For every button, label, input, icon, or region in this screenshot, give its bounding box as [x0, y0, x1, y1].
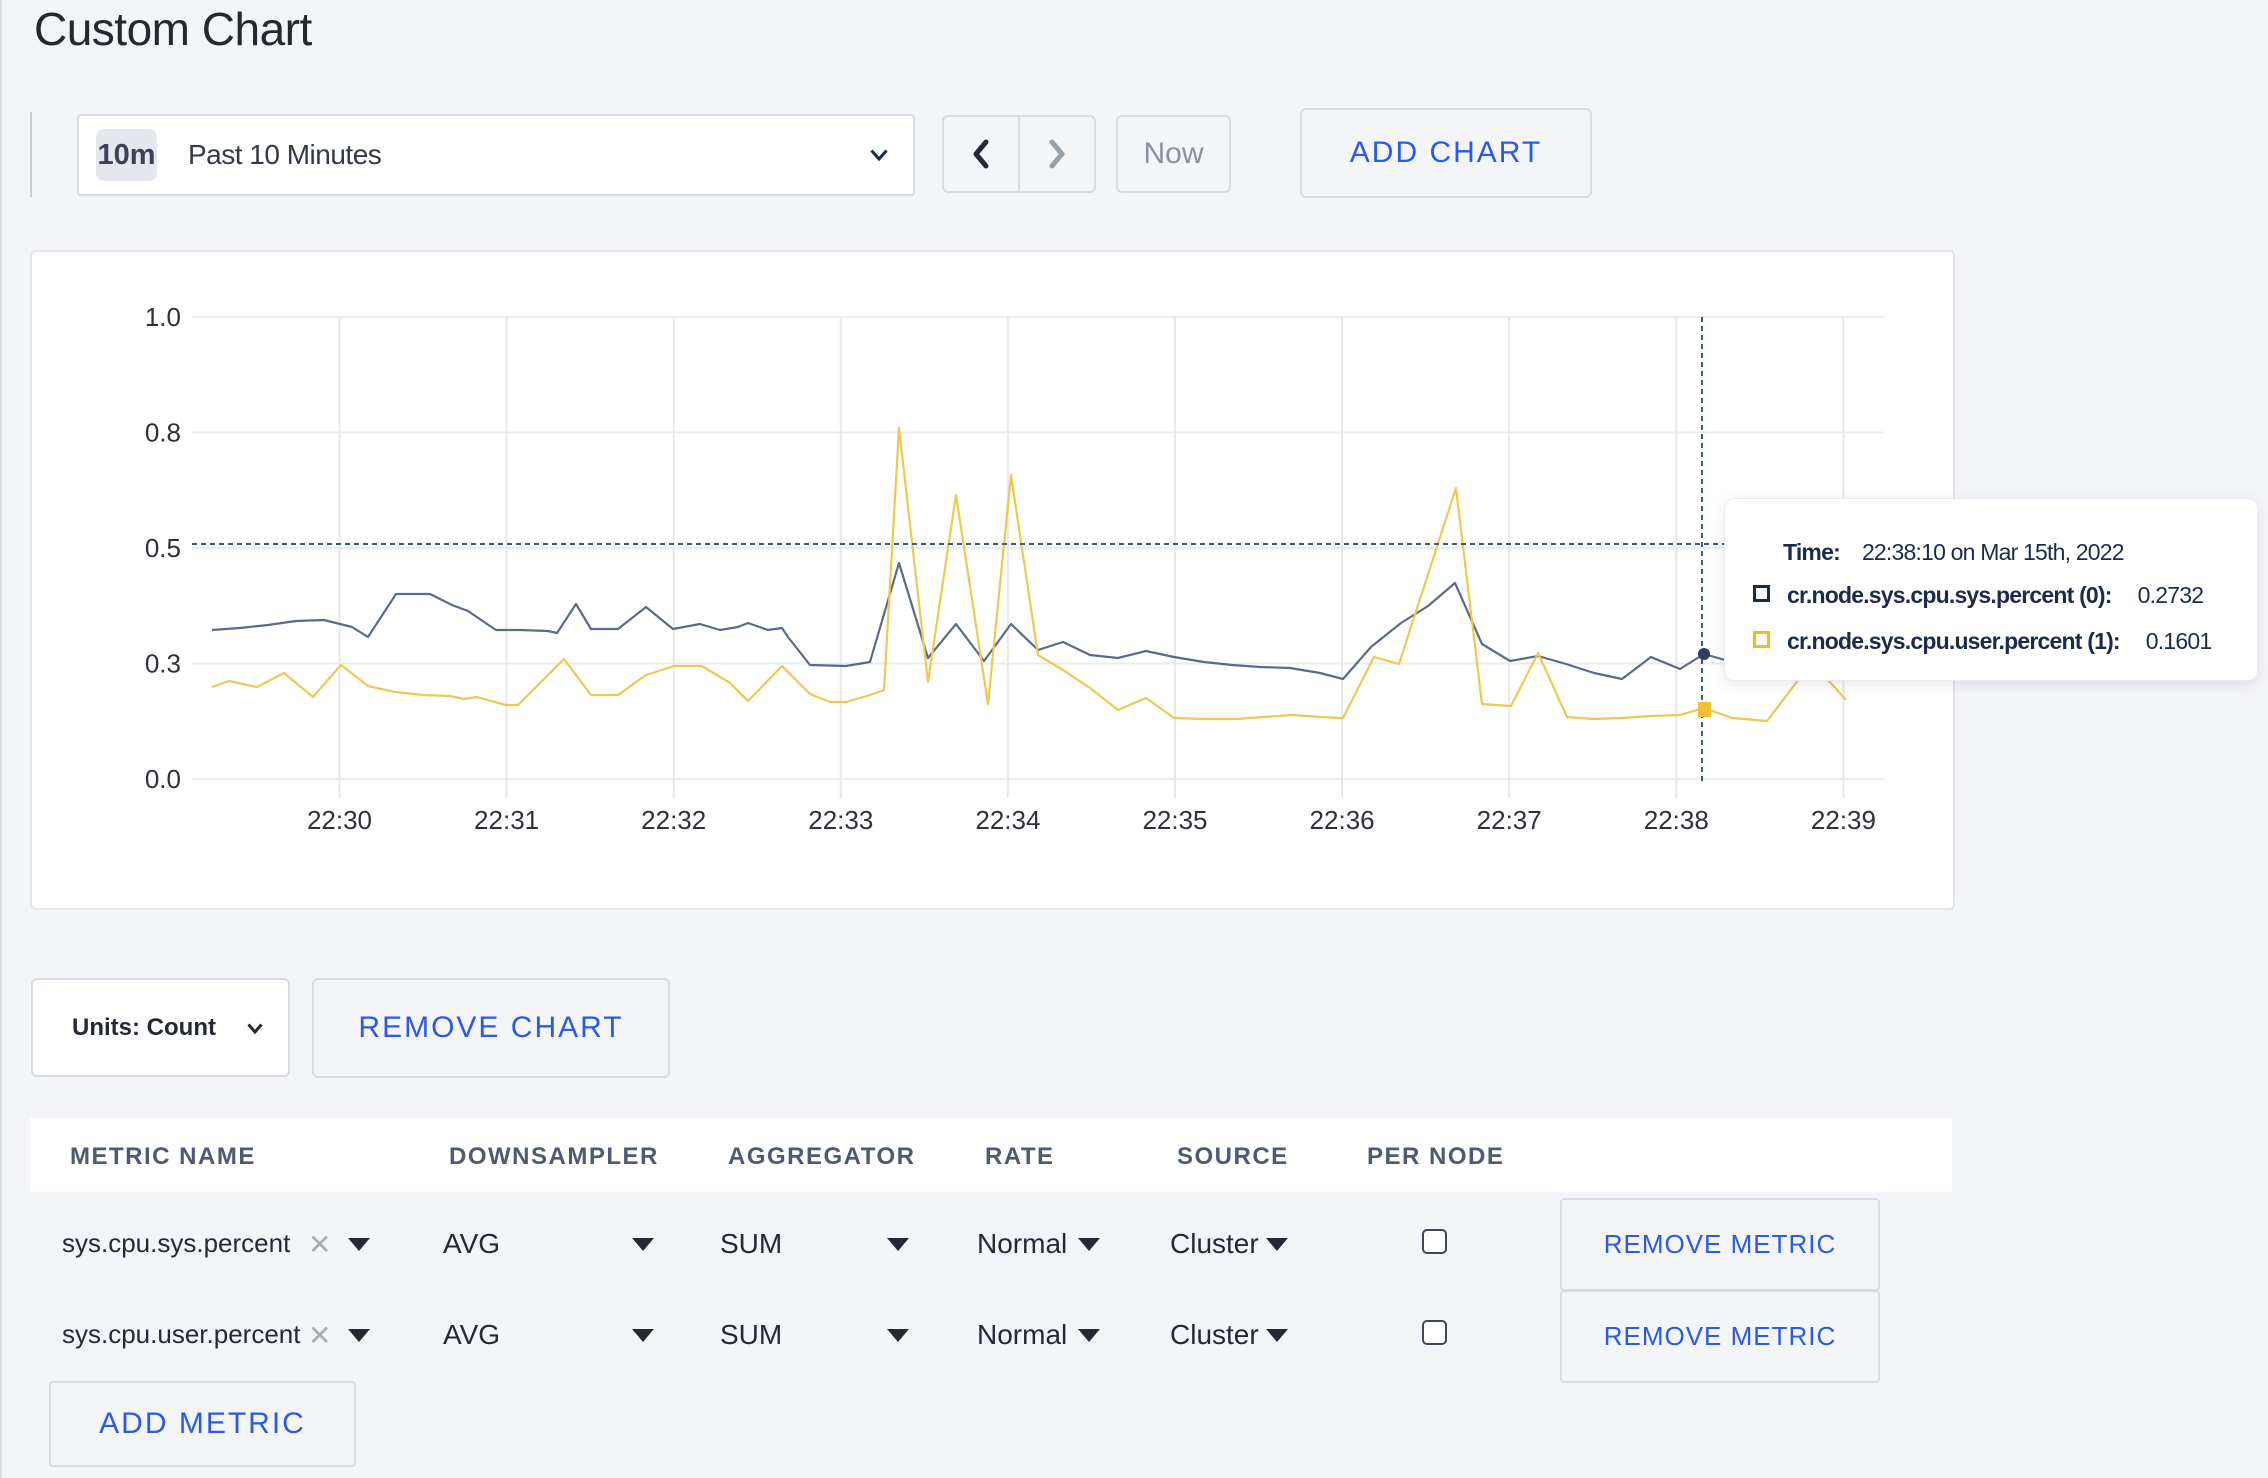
svg-text:0.0: 0.0: [145, 764, 181, 794]
svg-text:0.5: 0.5: [145, 533, 181, 563]
svg-text:22:35: 22:35: [1142, 805, 1207, 835]
svg-text:22:34: 22:34: [975, 805, 1040, 835]
svg-text:22:38: 22:38: [1644, 805, 1709, 835]
svg-text:22:30: 22:30: [307, 805, 372, 835]
svg-text:22:31: 22:31: [474, 805, 539, 835]
svg-text:22:37: 22:37: [1477, 805, 1542, 835]
svg-text:22:33: 22:33: [808, 805, 873, 835]
svg-text:22:36: 22:36: [1310, 805, 1375, 835]
svg-text:22:39: 22:39: [1811, 805, 1876, 835]
svg-text:0.3: 0.3: [145, 649, 181, 679]
svg-text:1.0: 1.0: [145, 302, 181, 332]
svg-text:0.8: 0.8: [145, 418, 181, 448]
svg-text:22:32: 22:32: [641, 805, 706, 835]
